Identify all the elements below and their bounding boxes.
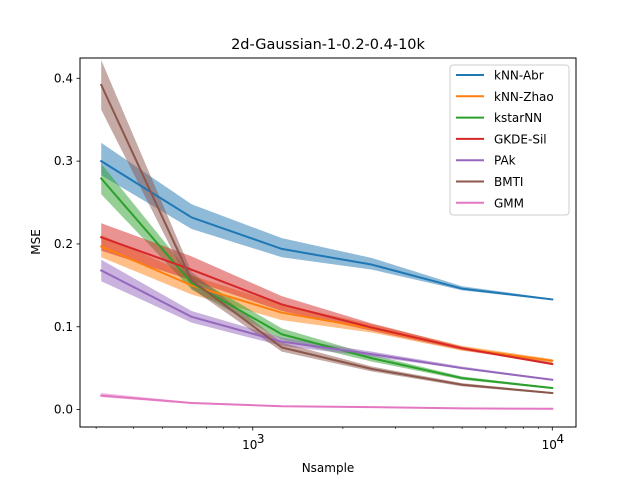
y-tick-label-3: 0.3 <box>54 154 73 168</box>
x-tick-exp-1: 4 <box>556 432 564 446</box>
legend-label-1: kNN-Zhao <box>494 90 554 104</box>
x-tick-exp-0: 3 <box>257 432 265 446</box>
series-line-2 <box>99 177 554 390</box>
legend-label-0: kNN-Abr <box>494 69 544 83</box>
x-tick-label-0: 10 3 <box>242 432 264 452</box>
y-axis-ticks: 0.0 0.1 0.2 0.3 0.4 <box>54 71 80 417</box>
legend-box <box>449 64 570 216</box>
x-axis-ticks: 10 3 10 4 <box>95 427 564 452</box>
y-tick-label-1: 0.1 <box>54 320 73 334</box>
legend-label-2: kstarNN <box>494 111 542 125</box>
band-4 <box>101 259 553 381</box>
x-axis-label: Nsample <box>302 461 355 475</box>
y-tick-label-0: 0.0 <box>54 403 73 417</box>
series-line-5 <box>99 83 554 395</box>
chart-title: 2d-Gaussian-1-0.2-0.4-10k <box>231 37 425 53</box>
series-line-6 <box>100 394 554 410</box>
series-line-4 <box>99 269 554 381</box>
legend-label-4: PAk <box>494 154 516 168</box>
x-tick-base-1: 10 <box>542 438 557 452</box>
series-line-0 <box>99 159 554 301</box>
y-axis-label: MSE <box>29 229 43 255</box>
plot-frame <box>79 57 577 428</box>
legend-label-3: GKDE-Sil <box>494 132 547 146</box>
series-line-3 <box>99 236 554 366</box>
y-tick-label-4: 0.4 <box>54 71 73 85</box>
band-0 <box>101 142 553 301</box>
legend-label-6: GMM <box>494 196 524 210</box>
y-tick-label-2: 0.2 <box>54 237 73 251</box>
series-lines <box>99 83 554 410</box>
legend-label-5: BMTI <box>494 175 523 189</box>
confidence-bands <box>101 60 553 409</box>
legend: kNN-Abr kNN-Zhao kstarNN GKDE-Sil PAk BMTI GMM <box>449 64 570 216</box>
x-tick-label-1: 10 4 <box>542 432 564 452</box>
x-tick-base-0: 10 <box>242 438 257 452</box>
